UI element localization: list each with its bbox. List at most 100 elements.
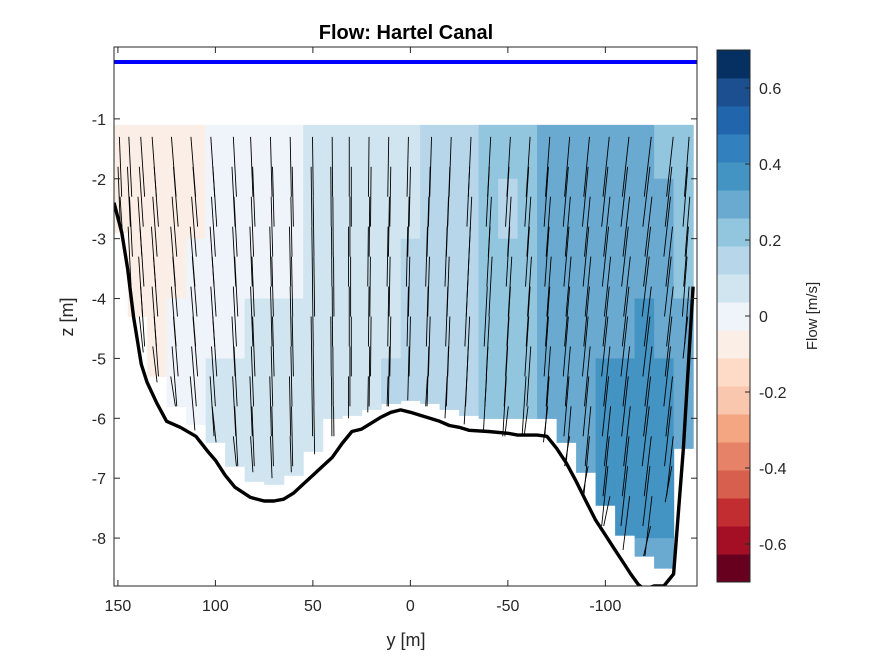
colorbar-swatch [717,554,750,583]
flow-cell [244,478,265,482]
flow-vector [681,256,688,317]
flow-cell [595,124,616,180]
flow-cell [225,358,246,419]
flow-vector [426,346,430,407]
flow-vector [643,376,652,437]
flow-vector [564,196,571,257]
flow-vector [311,376,314,437]
flow-vector [464,286,469,347]
flow-vector [191,196,197,257]
flow-vector [463,376,468,425]
flow-cell [459,124,480,180]
flow-vector [623,406,631,467]
flow-cell [537,238,558,300]
flow-vector [546,256,552,317]
flow-cell [361,298,382,360]
flow-vector [563,226,570,287]
flow-vectors [117,136,691,557]
flow-cell [381,298,402,360]
flow-vector [211,256,217,317]
flow-cell [634,538,655,557]
flow-cell [342,298,363,360]
colorbar-tick-label: 0 [759,309,768,326]
flow-vector [603,256,612,317]
flow-vector [252,316,256,377]
flow-cell [673,358,694,419]
flow-cell [576,124,597,180]
flow-vector [271,256,274,317]
flow-cell [634,238,655,300]
flow-vector [388,256,391,317]
flow-vector [211,346,216,407]
flow-vector [232,136,237,197]
flow-cell [303,418,324,452]
flow-vector [582,226,590,287]
flow-vector [173,316,179,377]
flow-vector [233,346,238,407]
flow-cell [595,238,616,300]
y-tick-label: -6 [92,411,106,428]
flow-vector [602,286,610,347]
colorbar-tick-label: -0.4 [759,461,787,478]
flow-cell [303,238,324,300]
y-tick-label: -5 [92,351,106,368]
flow-vector [140,136,146,197]
flow-vector [405,226,409,287]
flow-cell [244,124,265,180]
flow-vector [271,406,274,467]
flow-vector [525,136,531,197]
flow-vector [664,256,672,317]
colorbar-swatch [717,106,750,135]
flow-vector [601,226,610,287]
axes-box [113,46,698,587]
colorbar-swatch [717,470,750,499]
flow-cell [517,178,538,240]
flow-vector [564,286,571,347]
flow-cell [147,358,168,377]
flow-vector [387,346,390,407]
flow-vector [601,166,609,227]
flow-vector [584,346,591,407]
flow-vector [623,256,631,317]
colorbar-swatch [717,162,750,191]
flow-vector [565,256,572,317]
flow-vector [620,316,629,377]
flow-vector [289,226,292,287]
flow-cell [576,178,597,240]
flow-vector [369,256,371,317]
flow-vector [523,406,529,437]
flow-vector [118,136,123,197]
flow-vector [312,136,314,197]
flow-cell [264,418,285,479]
flow-vector [311,226,314,287]
colorbar-swatch [717,246,750,275]
flow-vector [389,166,392,227]
flow-cell [244,298,265,360]
flow-vector [387,286,390,347]
flow-vector [664,466,673,503]
x-axis-label: y [m] [387,630,426,650]
flow-vector [564,346,571,407]
flow-vector [170,376,176,407]
flow-cell [244,238,265,300]
flow-vector [524,166,530,227]
flow-vector [642,316,651,377]
flow-cell [361,124,382,180]
flow-vector [445,346,449,407]
flow-cell [576,298,597,360]
flow-cell [264,124,285,180]
y-tick-label: -1 [92,112,106,129]
x-tick-label: 150 [105,598,132,615]
flow-vector [425,286,429,347]
flow-vector [387,196,390,257]
flow-vector [270,196,274,257]
flow-cell [127,178,148,240]
flow-vector [313,256,316,317]
flow-vector [581,166,589,227]
flow-cell [186,298,207,360]
flow-vector [129,196,133,257]
flow-vector [562,166,569,227]
flow-vector [663,346,671,407]
colorbar-swatch [717,78,750,107]
colorbar-tick-label: 0.4 [759,157,781,174]
